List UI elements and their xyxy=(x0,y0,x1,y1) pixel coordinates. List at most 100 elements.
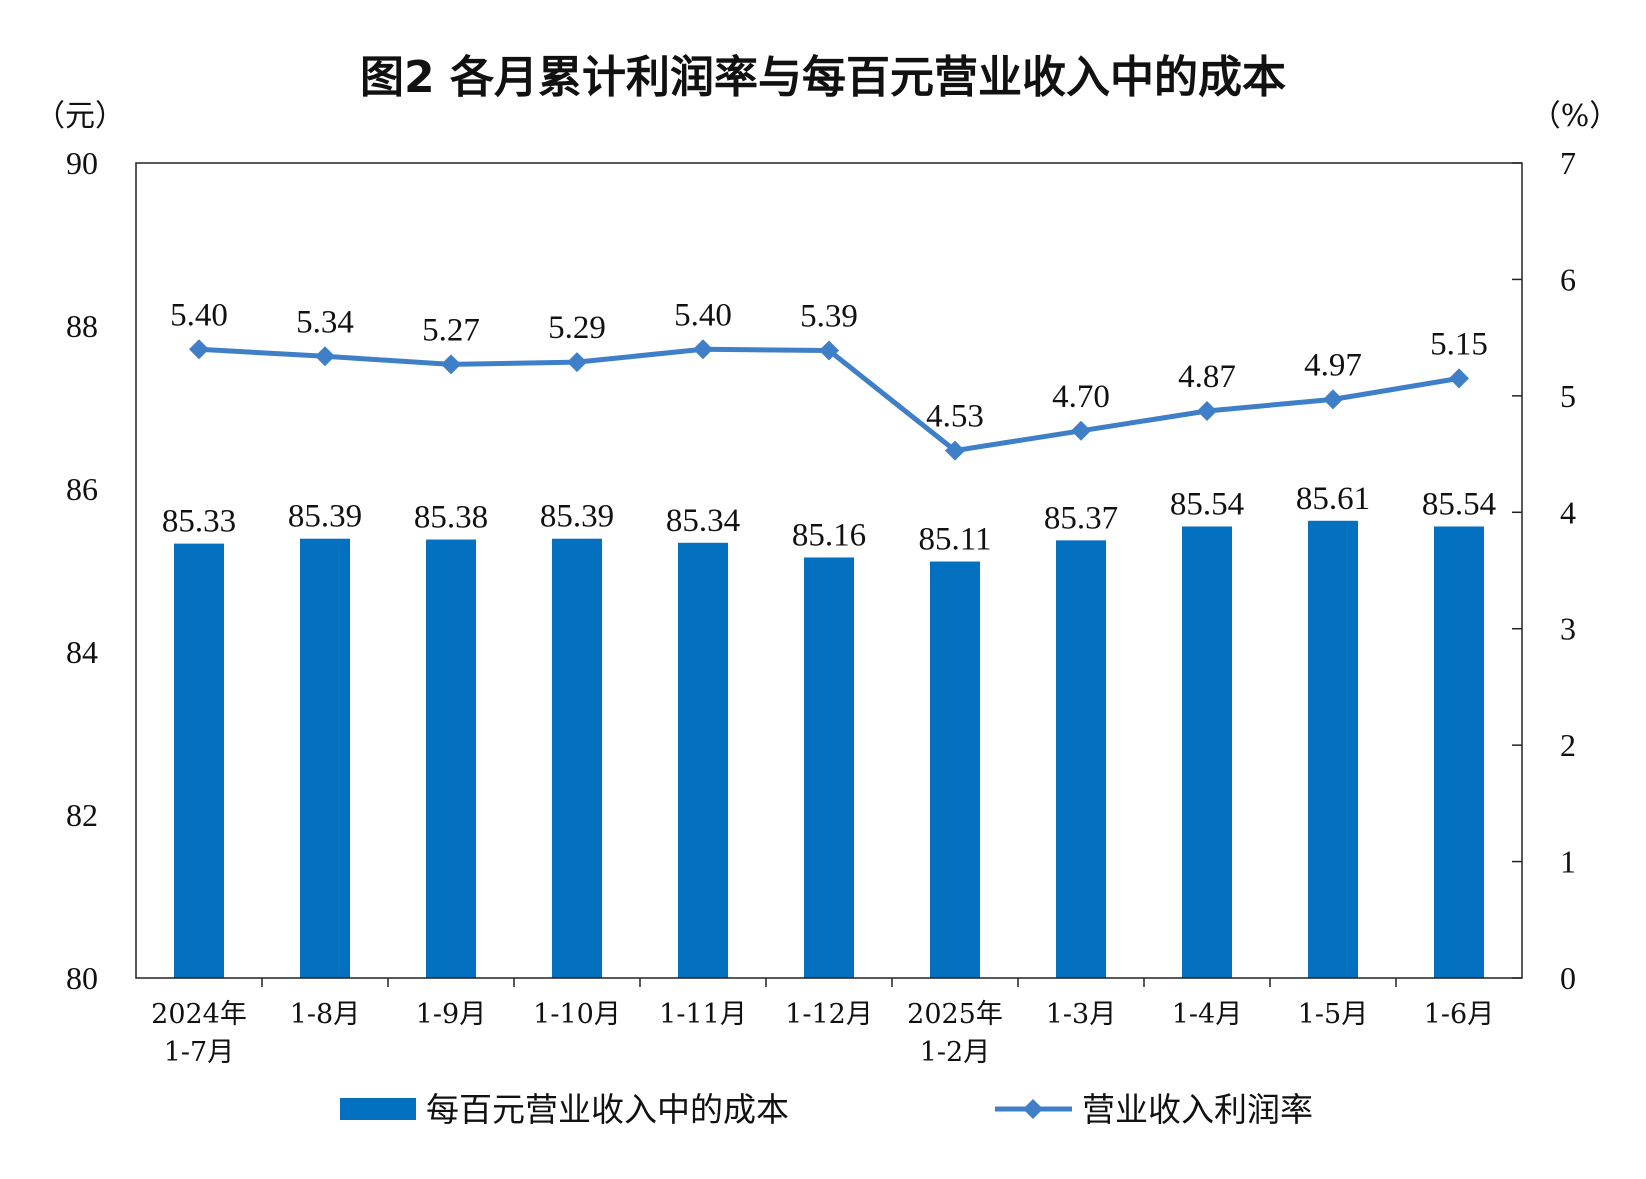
line-data-label: 5.29 xyxy=(548,310,606,346)
x-axis-category-line: 1-11月 xyxy=(659,999,747,1030)
x-axis-category-label: 1-10月 xyxy=(533,999,621,1030)
line-data-label: 5.39 xyxy=(800,298,858,334)
bar-data-label: 85.11 xyxy=(918,522,991,558)
bar xyxy=(678,542,728,978)
legend-bar-swatch xyxy=(340,1098,416,1120)
right-axis-tick-label: 5 xyxy=(1560,378,1576,414)
bar-data-label: 85.37 xyxy=(1044,500,1118,536)
line-point-marker xyxy=(315,346,335,367)
x-axis-category-label: 1-6月 xyxy=(1424,999,1494,1030)
bar-data-label: 85.33 xyxy=(162,504,236,540)
bar-data-label: 85.38 xyxy=(414,500,488,536)
legend-bar-label: 每百元营业收入中的成本 xyxy=(426,1090,789,1129)
right-axis-tick-label: 3 xyxy=(1560,611,1576,647)
x-axis-category-line: 1-3月 xyxy=(1046,999,1116,1030)
line-data-label: 4.70 xyxy=(1052,379,1110,415)
bar xyxy=(1056,540,1106,978)
x-axis-category-label: 1-12月 xyxy=(785,999,873,1030)
x-axis-category-line: 1-4月 xyxy=(1172,999,1242,1030)
line-point-marker xyxy=(567,352,587,373)
bar xyxy=(174,543,224,978)
line-data-label: 4.97 xyxy=(1304,347,1362,383)
line-data-label: 5.27 xyxy=(422,312,480,348)
bar xyxy=(552,538,602,978)
left-axis-tick-label: 86 xyxy=(66,471,98,507)
line-data-label: 5.15 xyxy=(1430,326,1488,362)
left-axis-tick-label: 84 xyxy=(66,634,98,670)
bar xyxy=(426,539,476,978)
x-axis-category-label: 1-3月 xyxy=(1046,999,1116,1030)
line-point-marker xyxy=(441,354,461,375)
bar-data-label: 85.54 xyxy=(1422,486,1496,522)
legend-line-marker xyxy=(1023,1099,1043,1119)
bar-data-label: 85.61 xyxy=(1296,481,1370,517)
line-data-label: 4.53 xyxy=(926,399,984,435)
legend: 每百元营业收入中的成本 营业收入利润率 xyxy=(340,1090,1313,1129)
data-labels-layer: 85.33 85.39 85.38 85.39 85.34 85.16 85.11 85.37… xyxy=(162,297,1496,557)
chart-title: 图2 各月累计利润率与每百元营业收入中的成本 xyxy=(360,52,1286,103)
bar xyxy=(1182,526,1232,978)
x-axis-category-line: 1-12月 xyxy=(785,999,873,1030)
line-point-marker xyxy=(1449,368,1469,389)
line-series-layer xyxy=(189,339,1469,461)
x-axis-category-line: 2024年 xyxy=(151,999,247,1030)
line-data-label: 5.34 xyxy=(296,304,354,340)
x-axis-category-label: 1-5月 xyxy=(1298,999,1368,1030)
bar xyxy=(300,538,350,978)
right-axis-tick-label: 7 xyxy=(1560,145,1576,181)
x-axis-category-label: 1-9月 xyxy=(416,999,486,1030)
x-axis-category-line: 1-9月 xyxy=(416,999,486,1030)
line-point-marker xyxy=(819,340,839,361)
left-axis-tick-label: 82 xyxy=(66,797,98,833)
right-axis-tick-label: 2 xyxy=(1560,727,1576,763)
x-axis-category-line: 1-5月 xyxy=(1298,999,1368,1030)
x-axis-category-label: 1-4月 xyxy=(1172,999,1242,1030)
x-axis-category-label: 2025年 1-2月 xyxy=(907,999,1003,1068)
bar-data-label: 85.39 xyxy=(288,499,362,535)
bar xyxy=(804,557,854,978)
line-point-marker xyxy=(1071,420,1091,441)
bar-series-layer xyxy=(174,520,1484,978)
x-axis-category-label: 1-8月 xyxy=(290,999,360,1030)
plot-area-border xyxy=(135,162,1523,979)
line-data-label: 4.87 xyxy=(1178,359,1236,395)
right-axis-tick-label: 0 xyxy=(1560,960,1576,996)
right-axis-unit: （%） xyxy=(1531,99,1620,134)
line-point-marker xyxy=(693,339,713,360)
right-axis-tick-label: 6 xyxy=(1560,261,1576,297)
bar xyxy=(1434,526,1484,978)
line-data-label: 5.40 xyxy=(170,297,228,333)
legend-line-label: 营业收入利润率 xyxy=(1082,1090,1313,1129)
right-axis-tick-label: 4 xyxy=(1560,494,1576,530)
x-axis-category-label: 1-11月 xyxy=(659,999,747,1030)
x-axis-category-line: 1-2月 xyxy=(920,1037,990,1068)
bar xyxy=(930,561,980,978)
bar-data-label: 85.34 xyxy=(666,503,740,539)
bar-data-label: 85.39 xyxy=(540,499,614,535)
line-point-marker xyxy=(1323,389,1343,410)
x-axis-category-line: 1-10月 xyxy=(533,999,621,1030)
right-axis-tick-label: 1 xyxy=(1560,844,1576,880)
axis-ticks-layer: 80 82 84 86 88 90 0 1 2 3 4 5 6 7 xyxy=(66,145,1576,996)
bar xyxy=(1308,520,1358,978)
plot-frame xyxy=(135,162,1523,979)
bar-data-label: 85.16 xyxy=(792,517,866,553)
left-axis-tick-label: 90 xyxy=(66,145,98,181)
x-axis-category-line: 1-6月 xyxy=(1424,999,1494,1030)
left-axis-tick-label: 80 xyxy=(66,960,98,996)
line-series-path xyxy=(198,346,1460,454)
x-axis-category-line: 1-7月 xyxy=(164,1037,234,1068)
category-labels-layer: 2024年 1-7月 1-8月 1-9月 1-10月 1-11月 1-12月 2025年 1-2… xyxy=(151,999,1494,1068)
line-point-marker xyxy=(1197,400,1217,421)
left-axis-tick-label: 88 xyxy=(66,308,98,344)
bar-data-label: 85.54 xyxy=(1170,486,1244,522)
x-axis-category-label: 2024年 1-7月 xyxy=(151,999,247,1068)
left-axis-unit: （元） xyxy=(35,99,125,134)
x-axis-category-line: 2025年 xyxy=(907,999,1003,1030)
line-point-marker xyxy=(945,440,965,461)
line-point-marker xyxy=(189,339,209,360)
x-axis-category-line: 1-8月 xyxy=(290,999,360,1030)
line-data-label: 5.40 xyxy=(674,297,732,333)
